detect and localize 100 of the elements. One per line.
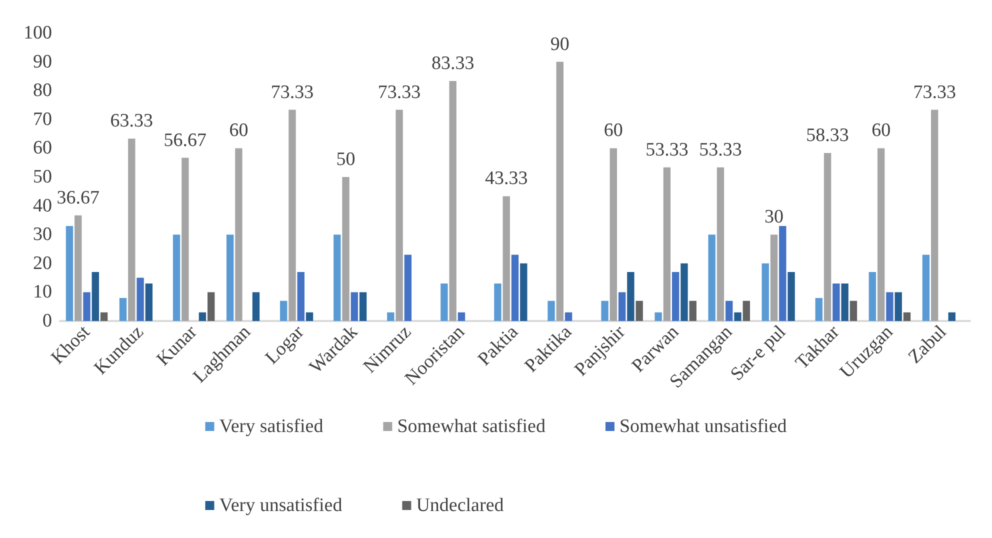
bar: [672, 272, 680, 321]
bar: [449, 81, 456, 321]
bar: [440, 284, 448, 321]
legend-label: Somewhat unsatisfied: [619, 416, 788, 437]
data-label: 60: [229, 120, 248, 142]
y-tick-label: 80: [33, 80, 52, 102]
bar: [868, 272, 876, 321]
bar: [208, 292, 215, 321]
data-label: 30: [764, 206, 784, 228]
legend-label: Somewhat satisfied: [397, 416, 546, 437]
bar: [511, 254, 519, 321]
legend-label: Undeclared: [416, 495, 504, 516]
data-label: 56.67: [164, 130, 207, 151]
y-tick-label: 0: [42, 310, 52, 332]
bar: [556, 62, 564, 321]
bar: [601, 300, 608, 321]
bar: [83, 292, 90, 321]
bar: [734, 312, 742, 321]
y-tick-label: 100: [24, 22, 52, 44]
bar: [627, 272, 634, 321]
bar: [779, 226, 786, 321]
data-label: 43.33: [484, 168, 528, 190]
bar: [636, 300, 643, 321]
bar: [841, 284, 848, 321]
y-tick-label: 40: [33, 195, 52, 216]
bar: [770, 234, 778, 321]
data-label: 63.33: [110, 110, 154, 132]
data-label: 73.33: [913, 82, 956, 103]
bar: [903, 312, 911, 321]
data-label: 90: [550, 34, 570, 55]
bar: [726, 300, 733, 321]
y-tick-label: 60: [33, 138, 52, 159]
bar: [832, 284, 840, 321]
bar: [288, 110, 296, 321]
bar: [387, 312, 394, 321]
data-label: 36.67: [56, 187, 100, 208]
bar: [850, 300, 858, 321]
data-label: 60: [872, 120, 891, 142]
bar: [404, 254, 412, 321]
bar: [226, 234, 234, 321]
bar: [716, 167, 724, 321]
bar: [252, 292, 260, 321]
bar: [235, 148, 242, 321]
bar: [334, 234, 341, 321]
y-tick-label: 30: [33, 224, 52, 246]
bar: [306, 312, 314, 321]
bar: [894, 292, 902, 321]
legend-label: Very satisfied: [219, 416, 324, 437]
bar: [548, 300, 555, 321]
bar: [494, 284, 502, 321]
bar: [119, 298, 127, 321]
bar: [680, 263, 688, 321]
y-tick-label: 20: [33, 252, 52, 274]
bar: [342, 177, 350, 321]
data-label: 73.33: [378, 82, 421, 103]
bar: [280, 300, 288, 321]
bar: [886, 292, 894, 321]
bar: [92, 272, 100, 321]
bar: [359, 292, 367, 321]
data-label: 83.33: [431, 53, 474, 74]
bar: [762, 263, 769, 321]
y-tick-label: 50: [33, 166, 52, 188]
bar: [948, 312, 956, 321]
y-tick-label: 10: [33, 282, 52, 303]
data-label: 60: [604, 120, 623, 142]
bar: [172, 234, 180, 321]
y-tick-label: 70: [33, 108, 52, 130]
bar: [145, 284, 153, 321]
bar: [610, 148, 618, 321]
data-label: 53.33: [699, 139, 742, 160]
bar: [458, 312, 466, 321]
data-label: 58.33: [806, 125, 849, 146]
legend-label: Very unsatisfied: [219, 495, 343, 516]
bar: [66, 226, 74, 321]
bar: [877, 148, 885, 321]
bar: [350, 292, 358, 321]
bar: [922, 254, 930, 321]
bar: [520, 263, 528, 321]
data-label: 50: [336, 149, 356, 170]
bar: [742, 300, 750, 321]
bar: [182, 158, 189, 321]
data-label: 73.33: [270, 82, 314, 103]
bar: [930, 110, 938, 321]
bar: [663, 167, 671, 321]
bar: [689, 300, 696, 321]
bar: [618, 292, 626, 321]
bar: [74, 215, 82, 321]
bar: [708, 234, 716, 321]
bar: [815, 298, 822, 321]
bar: [788, 272, 795, 321]
bar: [502, 196, 510, 321]
bar: [136, 278, 144, 321]
bar: [564, 312, 572, 321]
bar: [396, 110, 403, 321]
bar: [198, 312, 206, 321]
data-label: 53.33: [646, 139, 688, 160]
bar: [654, 312, 662, 321]
bar: [100, 312, 108, 321]
bar: [297, 272, 304, 321]
y-tick-label: 90: [33, 51, 52, 72]
